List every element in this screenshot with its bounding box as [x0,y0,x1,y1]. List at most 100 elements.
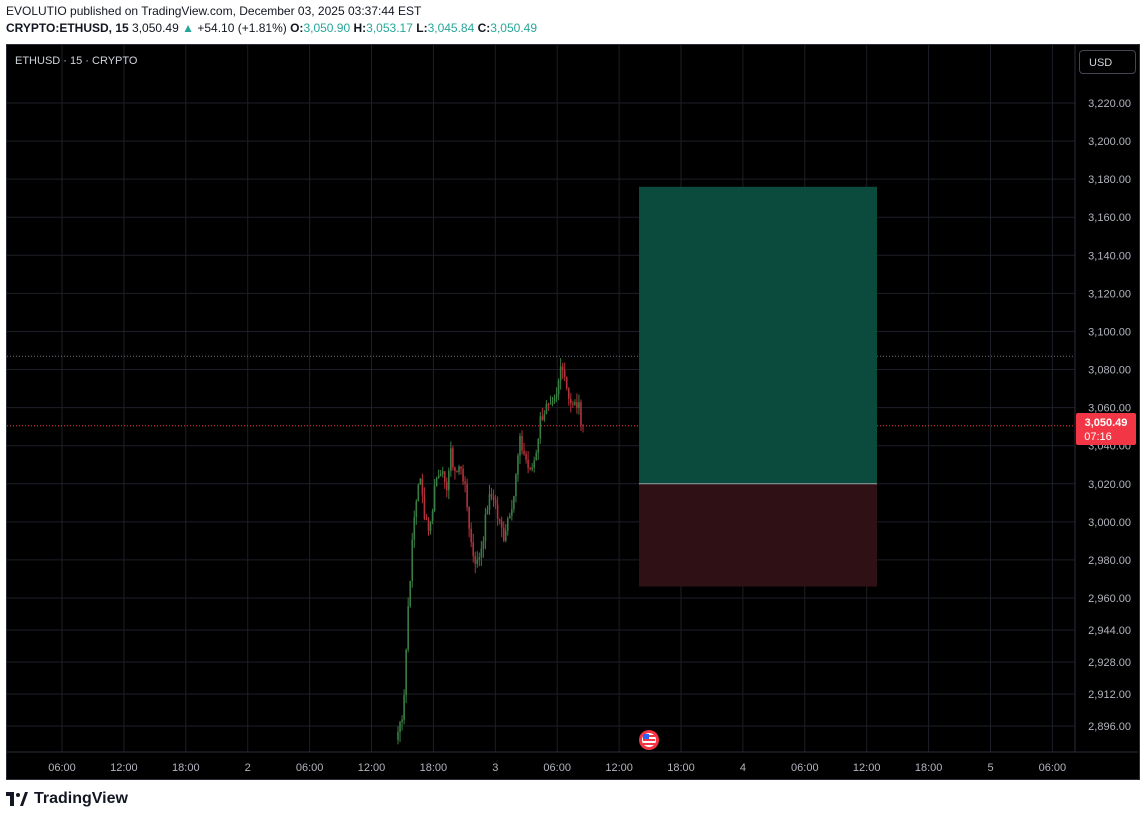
time-tick-label: 06:00 [48,762,76,774]
candle-body [578,402,580,408]
candle-body [574,402,576,405]
candle-body [470,528,472,543]
candle-body [509,515,511,519]
candle-body [454,467,456,472]
time-tick-label: 06:00 [791,762,819,774]
candle-body [563,370,566,378]
brand-name: TradingView [34,790,128,807]
symbol-label: CRYPTO:ETHUSD, 15 [6,21,129,35]
candle-body [543,414,546,420]
time-tick-label: 06:00 [543,762,571,774]
chart-frame[interactable] [6,44,1140,780]
candle-body [458,466,460,473]
candle-body [450,448,452,471]
candle-body [519,435,521,456]
time-tick-label: 06:00 [296,762,324,774]
badge-countdown: 07:16 [1084,431,1112,443]
tradingview-logo-icon [6,792,28,806]
candle-body [443,471,446,482]
candle-body [439,473,442,476]
candle-body [472,542,475,557]
candle-body [545,403,548,415]
high-label: H: [353,21,367,35]
us-flag-icon[interactable] [639,730,659,750]
candle-body [435,478,438,487]
candle-body [513,496,515,509]
publish-info: EVOLUTIO published on TradingView.com, D… [6,4,421,18]
candle-body [437,475,440,479]
candle-body [441,471,444,474]
candle-body [464,481,466,484]
high-value: 3,053.17 [366,21,413,35]
candle-body [433,486,436,511]
price-tick-label: 3,160.00 [1088,212,1131,224]
low-label: L: [416,21,428,35]
candle-body [539,416,542,439]
candle-body [484,513,487,542]
candle-body [494,499,497,505]
candle-body [549,403,552,405]
candle-body [456,471,458,473]
price-tick-label: 3,200.00 [1088,136,1131,148]
candle-body [559,366,562,381]
time-tick-label: 06:00 [1039,762,1067,774]
candle-body [498,518,501,521]
price-tick-label: 3,140.00 [1088,250,1131,262]
candle-body [561,366,564,371]
time-tick-label: 2 [245,762,251,774]
tradingview-brand[interactable]: TradingView [6,790,128,808]
chart-title: ETHUSD · 15 · CRYPTO [15,55,138,67]
candle-body [523,450,525,455]
price-tick-label: 3,100.00 [1088,326,1131,338]
candle-body [515,474,517,497]
time-tick-label: 12:00 [358,762,386,774]
publish-text: EVOLUTIO published on TradingView.com, D… [6,4,422,18]
time-tick-label: 3 [492,762,498,774]
time-tick-label: 5 [987,762,993,774]
candle-body [474,556,477,564]
time-tick-label: 12:00 [605,762,633,774]
time-tick-label: 18:00 [667,762,695,774]
low-value: 3,045.84 [427,21,475,35]
candle-body [565,377,568,389]
candle-body [500,520,503,528]
candle-body [521,435,523,451]
candle-body [529,467,531,470]
open-value: 3,050.90 [303,21,351,35]
price-tick-label: 2,960.00 [1088,593,1131,605]
target-zone[interactable] [639,186,877,484]
price-tick-label: 3,220.00 [1088,98,1131,110]
candle-body [407,606,409,650]
candle-body [415,501,418,517]
candles [397,358,584,745]
candle-body [570,398,572,404]
price-tick-label: 2,944.00 [1088,625,1131,637]
candle-body [423,495,426,519]
time-tick-label: 18:00 [420,762,448,774]
candle-body [502,527,505,541]
candle-body [576,402,578,408]
last-price-badge: 3,050.49 07:16 [1076,413,1136,445]
close-value: 3,050.49 [490,21,538,35]
candle-body [448,470,450,491]
time-tick-label: 12:00 [853,762,881,774]
candle-body [488,494,491,510]
candle-body [403,695,405,720]
candle-body [547,403,550,405]
change-value: +54.10 (+1.81%) [197,21,287,35]
currency-button[interactable]: USD [1079,50,1136,74]
stop-zone[interactable] [639,483,877,587]
candle-body [478,557,481,560]
ohlc-legend: CRYPTO:ETHUSD, 15 3,050.49 ▲ +54.10 (+1.… [6,21,537,35]
time-tick-label: 18:00 [915,762,943,774]
candle-body [466,483,468,508]
candle-body [567,388,570,399]
candle-body [476,559,479,564]
close-label: C: [477,21,491,35]
candle-body [533,460,536,468]
candle-body [397,732,399,740]
position-zones [639,186,877,587]
candle-body [527,459,529,468]
candle-body [506,518,509,531]
